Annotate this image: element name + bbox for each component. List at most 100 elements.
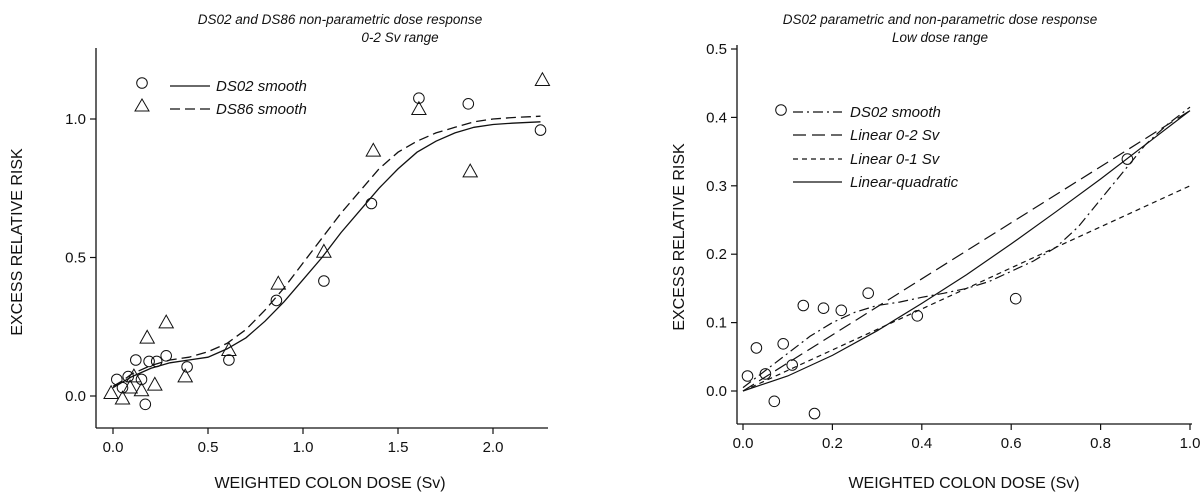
legend-ds86-label: DS86 smooth (216, 101, 307, 118)
ds02-smooth-curve (112, 121, 541, 389)
chart-left-title: DS02 and DS86 non-parametric dose respon… (198, 12, 482, 27)
chart-right-x-axis-title: WEIGHTED COLON DOSE (Sv) (848, 475, 1079, 492)
ds86-data-point (534, 71, 551, 86)
legend-ds86-marker (134, 98, 150, 112)
chart-right-x-tick-label: 0.2 (822, 435, 843, 452)
ds02-data-point (1009, 292, 1022, 305)
chart-left-y-tick-label: 0.0 (65, 388, 86, 405)
chart-left-y-tick-label: 1.0 (65, 111, 86, 128)
ds02-data-point (862, 287, 875, 300)
chart-right: DS02 parametric and non-parametric dose … (671, 12, 1200, 492)
chart-left-subtitle: 0-2 Sv range (361, 30, 438, 45)
chart-right-points (741, 153, 1134, 420)
ds02-data-point (111, 373, 123, 386)
ds02-data-point (143, 355, 155, 368)
ds02-smooth-curve (742, 106, 1191, 389)
ds86-data-point (365, 142, 382, 157)
ds86-data-point (146, 376, 163, 391)
ds02-data-point (1121, 153, 1134, 165)
chart-right-x-tick-label: 0.0 (733, 435, 754, 452)
ds86-data-point (410, 100, 427, 116)
chart-right-title: DS02 parametric and non-parametric dose … (783, 12, 1097, 27)
ds86-data-point (462, 163, 479, 178)
ds86-data-point (133, 381, 150, 397)
legend-ds02-label: DS02 smooth (216, 78, 307, 95)
chart-right-y-tick-label: 0.1 (706, 315, 727, 332)
chart-left-x-axis-title: WEIGHTED COLON DOSE (Sv) (214, 475, 445, 492)
legend-ds02-marker (136, 77, 148, 89)
chart-right-subtitle: Low dose range (892, 30, 988, 45)
ds02-data-point (270, 294, 283, 307)
ds02-data-point (534, 124, 547, 136)
ds02-data-point (223, 354, 235, 366)
ds86-smooth-curve (112, 115, 541, 387)
linear-0-2-sv-line (742, 110, 1191, 392)
chart-right-curves (742, 106, 1191, 392)
legend-linear-02-label: Linear 0-2 Sv (850, 127, 941, 144)
chart-right-x-ticks: 0.0 0.2 0.4 0.6 0.8 1.0 (733, 424, 1201, 452)
linear-quadratic-curve (742, 110, 1191, 392)
ds86-data-point (220, 341, 237, 357)
ds02-data-point (462, 98, 475, 110)
chart-left: DS02 and DS86 non-parametric dose respon… (9, 12, 551, 492)
chart-right-legend: DS02 smooth Linear 0-2 Sv Linear 0-1 Sv … (775, 104, 959, 191)
ds02-data-point (741, 370, 754, 382)
ds02-data-point (759, 368, 772, 380)
chart-left-y-tick-label: 0.5 (65, 250, 86, 267)
chart-left-y-axis-title: EXCESS RELATIVE RISK (9, 148, 26, 336)
chart-right-x-tick-label: 0.8 (1090, 435, 1111, 452)
ds02-data-point (835, 304, 848, 317)
legend-linear-01-label: Linear 0-1 Sv (850, 151, 941, 168)
linear-0-1-sv-line (742, 185, 1191, 392)
chart-right-y-axis-title: EXCESS RELATIVE RISK (671, 143, 688, 331)
ds02-data-point (160, 350, 172, 362)
ds02-data-point (318, 275, 330, 287)
chart-right-y-tick-label: 0.2 (706, 246, 727, 263)
chart-left-legend: DS02 smooth DS86 smooth (134, 77, 307, 118)
chart-right-y-tick-label: 0.0 (706, 383, 727, 400)
chart-right-y-tick-label: 0.3 (706, 178, 727, 195)
chart-left-x-tick-label: 1.0 (293, 439, 314, 456)
ds86-data-point (114, 390, 131, 405)
chart-right-x-tick-label: 1.0 (1180, 435, 1201, 452)
ds86-data-point (103, 384, 120, 399)
chart-right-y-tick-label: 0.5 (706, 41, 727, 58)
ds86-data-point (177, 368, 194, 383)
ds02-data-point (135, 373, 148, 386)
ds02-data-point (797, 299, 810, 312)
ds02-data-point (750, 342, 763, 354)
ds02-data-point (139, 398, 152, 411)
ds02-data-point (911, 310, 924, 322)
chart-left-curves (112, 115, 541, 389)
ds02-data-point (181, 361, 193, 373)
ds02-data-point (768, 395, 781, 408)
ds02-data-point (808, 407, 821, 420)
ds02-data-point (817, 302, 830, 315)
legend-ds02-smooth-marker (775, 104, 787, 116)
ds86-data-point (158, 314, 175, 329)
ds02-data-point (365, 197, 378, 210)
chart-right-x-tick-label: 0.6 (1001, 435, 1022, 452)
ds86-data-point (125, 368, 142, 383)
ds02-data-point (130, 354, 142, 366)
chart-right-x-tick-label: 0.4 (911, 435, 932, 452)
ds02-data-point (777, 338, 790, 350)
chart-left-x-tick-label: 1.5 (388, 439, 409, 456)
legend-ds02-smooth-label: DS02 smooth (850, 104, 941, 121)
chart-left-x-tick-label: 0.5 (198, 439, 219, 456)
ds86-data-point (122, 379, 139, 394)
chart-left-x-ticks: 0.0 0.5 1.0 1.5 2.0 (103, 428, 503, 456)
chart-left-x-tick-label: 0.0 (103, 439, 124, 456)
chart-right-y-ticks: 0.0 0.1 0.2 0.3 0.4 0.5 (706, 41, 737, 400)
ds86-data-point (270, 275, 287, 290)
ds02-data-point (150, 355, 163, 368)
ds86-data-point (139, 329, 156, 344)
legend-linear-quadratic-label: Linear-quadratic (850, 174, 959, 191)
chart-left-y-ticks: 0.0 0.5 1.0 (65, 111, 96, 405)
ds86-data-point (315, 243, 332, 258)
ds02-data-point (413, 92, 425, 104)
chart-left-points (103, 71, 551, 411)
chart-right-y-tick-label: 0.4 (706, 109, 727, 126)
